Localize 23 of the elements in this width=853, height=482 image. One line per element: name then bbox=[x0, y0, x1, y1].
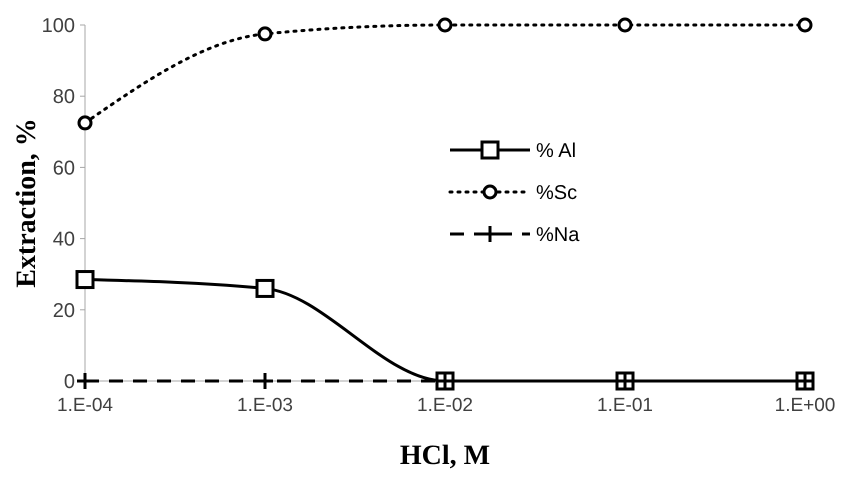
y-tick-label: 80 bbox=[52, 86, 75, 108]
point bbox=[256, 278, 274, 298]
legend-label: %Na bbox=[536, 224, 580, 246]
point bbox=[258, 26, 272, 42]
x-axis-title: HCl, M bbox=[400, 440, 490, 471]
x-tick-label: 1.E+00 bbox=[774, 395, 836, 416]
x-tick-label: 1.E-02 bbox=[417, 395, 473, 416]
point bbox=[438, 18, 452, 32]
legend-label: %Sc bbox=[536, 182, 578, 204]
y-tick-label: 0 bbox=[64, 371, 75, 393]
point bbox=[76, 270, 94, 290]
legend-label: % Al bbox=[536, 140, 576, 162]
point bbox=[798, 18, 812, 32]
x-tick-label: 1.E-01 bbox=[597, 395, 653, 416]
point bbox=[618, 18, 632, 32]
point bbox=[78, 115, 92, 130]
y-axis-title: Extraction, % bbox=[11, 118, 42, 288]
y-tick-label: 60 bbox=[52, 157, 75, 180]
y-tick-label: 20 bbox=[52, 300, 75, 322]
x-tick-label: 1.E-04 bbox=[57, 395, 114, 416]
y-tick-label: 40 bbox=[52, 228, 75, 251]
x-tick-label: 1.E-03 bbox=[237, 395, 293, 416]
y-tick-label: 100 bbox=[42, 15, 75, 37]
